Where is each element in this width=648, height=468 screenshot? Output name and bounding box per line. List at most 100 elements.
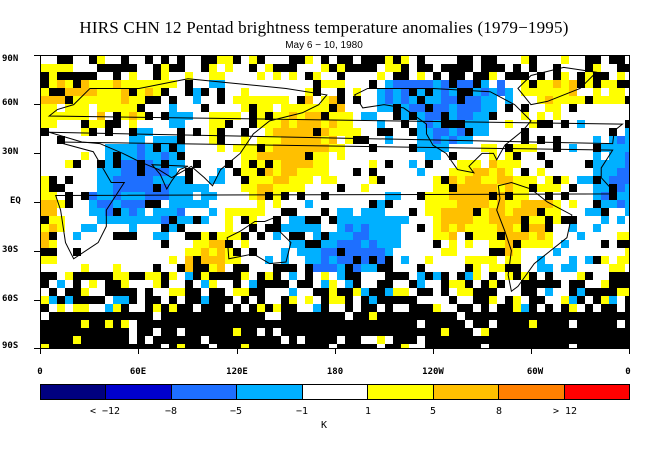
anomaly-cell	[473, 160, 481, 168]
anomaly-cell	[393, 112, 401, 120]
anomaly-cell	[97, 328, 105, 336]
anomaly-cell	[625, 344, 629, 348]
anomaly-cell	[273, 176, 281, 184]
anomaly-cell	[417, 88, 425, 96]
anomaly-cell	[417, 224, 425, 232]
anomaly-cell	[97, 320, 105, 328]
anomaly-cell	[305, 128, 313, 136]
anomaly-cell	[513, 144, 521, 152]
anomaly-cell	[617, 56, 625, 64]
anomaly-cell	[41, 192, 49, 200]
anomaly-cell	[329, 120, 337, 128]
anomaly-cell	[585, 336, 593, 344]
anomaly-cell	[49, 96, 57, 104]
anomaly-cell	[441, 272, 449, 280]
anomaly-cell	[521, 216, 529, 224]
anomaly-cell	[105, 280, 113, 288]
anomaly-cell	[585, 176, 593, 184]
anomaly-cell	[257, 152, 265, 160]
anomaly-cell	[465, 192, 473, 200]
anomaly-cell	[289, 312, 297, 320]
anomaly-cell	[193, 200, 201, 208]
anomaly-cell	[457, 304, 465, 312]
anomaly-cell	[153, 296, 161, 304]
anomaly-cell	[161, 56, 169, 64]
anomaly-cell	[289, 296, 297, 304]
anomaly-cell	[49, 176, 57, 184]
anomaly-cell	[161, 176, 169, 184]
anomaly-cell	[345, 112, 353, 120]
anomaly-cell	[145, 160, 153, 168]
anomaly-cell	[257, 232, 265, 240]
anomaly-cell	[489, 208, 497, 216]
anomaly-cell	[593, 288, 601, 296]
anomaly-cell	[449, 248, 457, 256]
anomaly-cell	[281, 176, 289, 184]
anomaly-cell	[465, 64, 473, 72]
anomaly-cell	[81, 120, 89, 128]
anomaly-cell	[113, 232, 121, 240]
anomaly-cell	[601, 144, 609, 152]
anomaly-cell	[521, 232, 529, 240]
anomaly-cell	[321, 152, 329, 160]
anomaly-cell	[465, 224, 473, 232]
anomaly-cell	[289, 136, 297, 144]
anomaly-cell	[521, 312, 529, 320]
anomaly-cell	[425, 144, 433, 152]
colorbar-swatch	[564, 385, 629, 399]
anomaly-cell	[537, 200, 545, 208]
anomaly-cell	[521, 280, 529, 288]
anomaly-cell	[121, 336, 129, 344]
anomaly-cell	[537, 224, 545, 232]
anomaly-cell	[521, 56, 529, 64]
anomaly-cell	[593, 328, 601, 336]
anomaly-cell	[521, 208, 529, 216]
anomaly-field	[41, 56, 629, 348]
anomaly-cell	[193, 296, 201, 304]
anomaly-cell	[249, 344, 257, 348]
anomaly-cell	[529, 208, 537, 216]
anomaly-cell	[185, 248, 193, 256]
anomaly-cell	[137, 208, 145, 216]
lat-tick	[34, 55, 40, 56]
anomaly-cell	[41, 320, 49, 328]
anomaly-cell	[89, 96, 97, 104]
anomaly-cell	[289, 64, 297, 72]
anomaly-cell	[273, 224, 281, 232]
anomaly-cell	[449, 80, 457, 88]
anomaly-cell	[417, 192, 425, 200]
anomaly-cell	[281, 312, 289, 320]
anomaly-cell	[41, 248, 49, 256]
anomaly-cell	[97, 88, 105, 96]
anomaly-cell	[209, 56, 217, 64]
anomaly-cell	[233, 272, 241, 280]
anomaly-cell	[81, 344, 89, 348]
anomaly-cell	[129, 176, 137, 184]
anomaly-cell	[161, 224, 169, 232]
anomaly-cell	[529, 344, 537, 348]
anomaly-cell	[97, 200, 105, 208]
anomaly-cell	[489, 344, 497, 348]
anomaly-cell	[177, 208, 185, 216]
anomaly-cell	[73, 88, 81, 96]
anomaly-cell	[241, 320, 249, 328]
anomaly-cell	[441, 312, 449, 320]
anomaly-cell	[441, 104, 449, 112]
anomaly-cell	[137, 136, 145, 144]
anomaly-cell	[425, 96, 433, 104]
anomaly-cell	[321, 128, 329, 136]
anomaly-cell	[289, 128, 297, 136]
anomaly-cell	[273, 200, 281, 208]
anomaly-cell	[337, 296, 345, 304]
anomaly-cell	[337, 256, 345, 264]
anomaly-cell	[281, 152, 289, 160]
anomaly-cell	[361, 64, 369, 72]
anomaly-cell	[345, 264, 353, 272]
anomaly-cell	[121, 296, 129, 304]
anomaly-cell	[609, 80, 617, 88]
anomaly-cell	[57, 80, 65, 88]
anomaly-cell	[41, 224, 49, 232]
lat-tick	[34, 153, 40, 154]
anomaly-cell	[41, 96, 49, 104]
anomaly-cell	[473, 272, 481, 280]
